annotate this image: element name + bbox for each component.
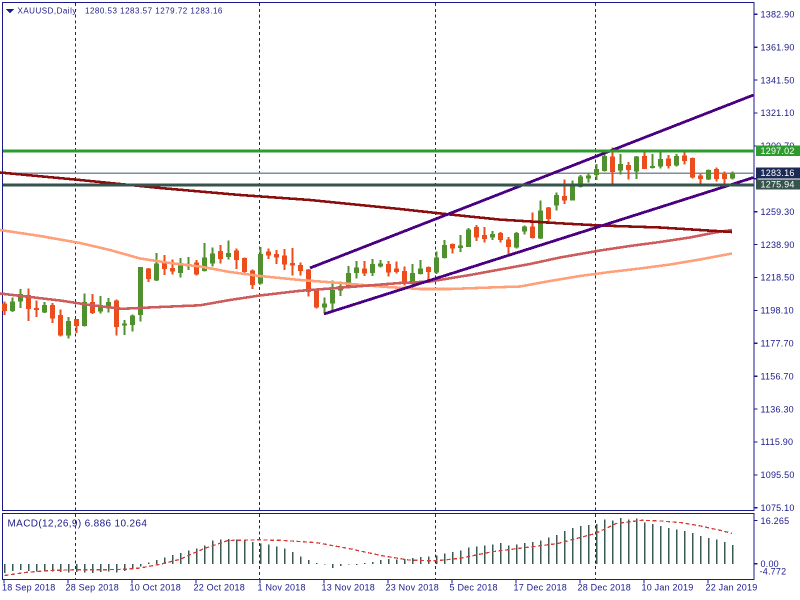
svg-text:1156.70: 1156.70 <box>761 371 794 381</box>
svg-text:1321.10: 1321.10 <box>761 108 795 118</box>
svg-text:1259.30: 1259.30 <box>761 207 795 217</box>
svg-text:22 Jan 2019: 22 Jan 2019 <box>706 583 758 593</box>
svg-text:-4.772: -4.772 <box>760 566 787 576</box>
svg-text:13 Nov 2018: 13 Nov 2018 <box>322 583 375 593</box>
svg-text:1283.16: 1283.16 <box>761 168 795 178</box>
svg-text:28 Sep 2018: 28 Sep 2018 <box>66 583 119 593</box>
svg-text:1075.10: 1075.10 <box>761 503 795 513</box>
svg-text:1115.90: 1115.90 <box>761 437 794 447</box>
svg-text:22 Oct 2018: 22 Oct 2018 <box>194 583 245 593</box>
svg-text:1198.10: 1198.10 <box>761 306 794 316</box>
svg-text:XAUUSD,Daily 1280.53 1283.57: XAUUSD,Daily 1280.53 1283.57 1279.72 128… <box>18 7 223 16</box>
svg-text:18 Sep 2018: 18 Sep 2018 <box>2 583 55 593</box>
svg-text:1177.70: 1177.70 <box>761 339 794 349</box>
svg-text:5 Dec 2018: 5 Dec 2018 <box>450 583 498 593</box>
svg-text:1297.02: 1297.02 <box>761 146 795 156</box>
svg-text:1238.90: 1238.90 <box>761 240 795 250</box>
svg-text:1218.50: 1218.50 <box>761 273 795 283</box>
svg-text:16.265: 16.265 <box>761 516 790 526</box>
svg-text:23 Nov 2018: 23 Nov 2018 <box>386 583 439 593</box>
svg-text:MACD(12,26,9) 6.886 10.264: MACD(12,26,9) 6.886 10.264 <box>8 518 148 529</box>
svg-text:1095.50: 1095.50 <box>761 470 795 480</box>
svg-text:10 Jan 2019: 10 Jan 2019 <box>642 583 694 593</box>
svg-text:1 Nov 2018: 1 Nov 2018 <box>258 583 306 593</box>
svg-text:1361.90: 1361.90 <box>761 42 795 52</box>
svg-text:28 Dec 2018: 28 Dec 2018 <box>578 583 631 593</box>
svg-text:1275.94: 1275.94 <box>761 180 795 190</box>
svg-text:1382.90: 1382.90 <box>761 10 795 20</box>
svg-text:1136.30: 1136.30 <box>761 404 794 414</box>
svg-text:1341.50: 1341.50 <box>761 75 795 85</box>
svg-text:10 Oct 2018: 10 Oct 2018 <box>130 583 181 593</box>
svg-text:17 Dec 2018: 17 Dec 2018 <box>514 583 567 593</box>
svg-text:0.00: 0.00 <box>761 559 779 569</box>
